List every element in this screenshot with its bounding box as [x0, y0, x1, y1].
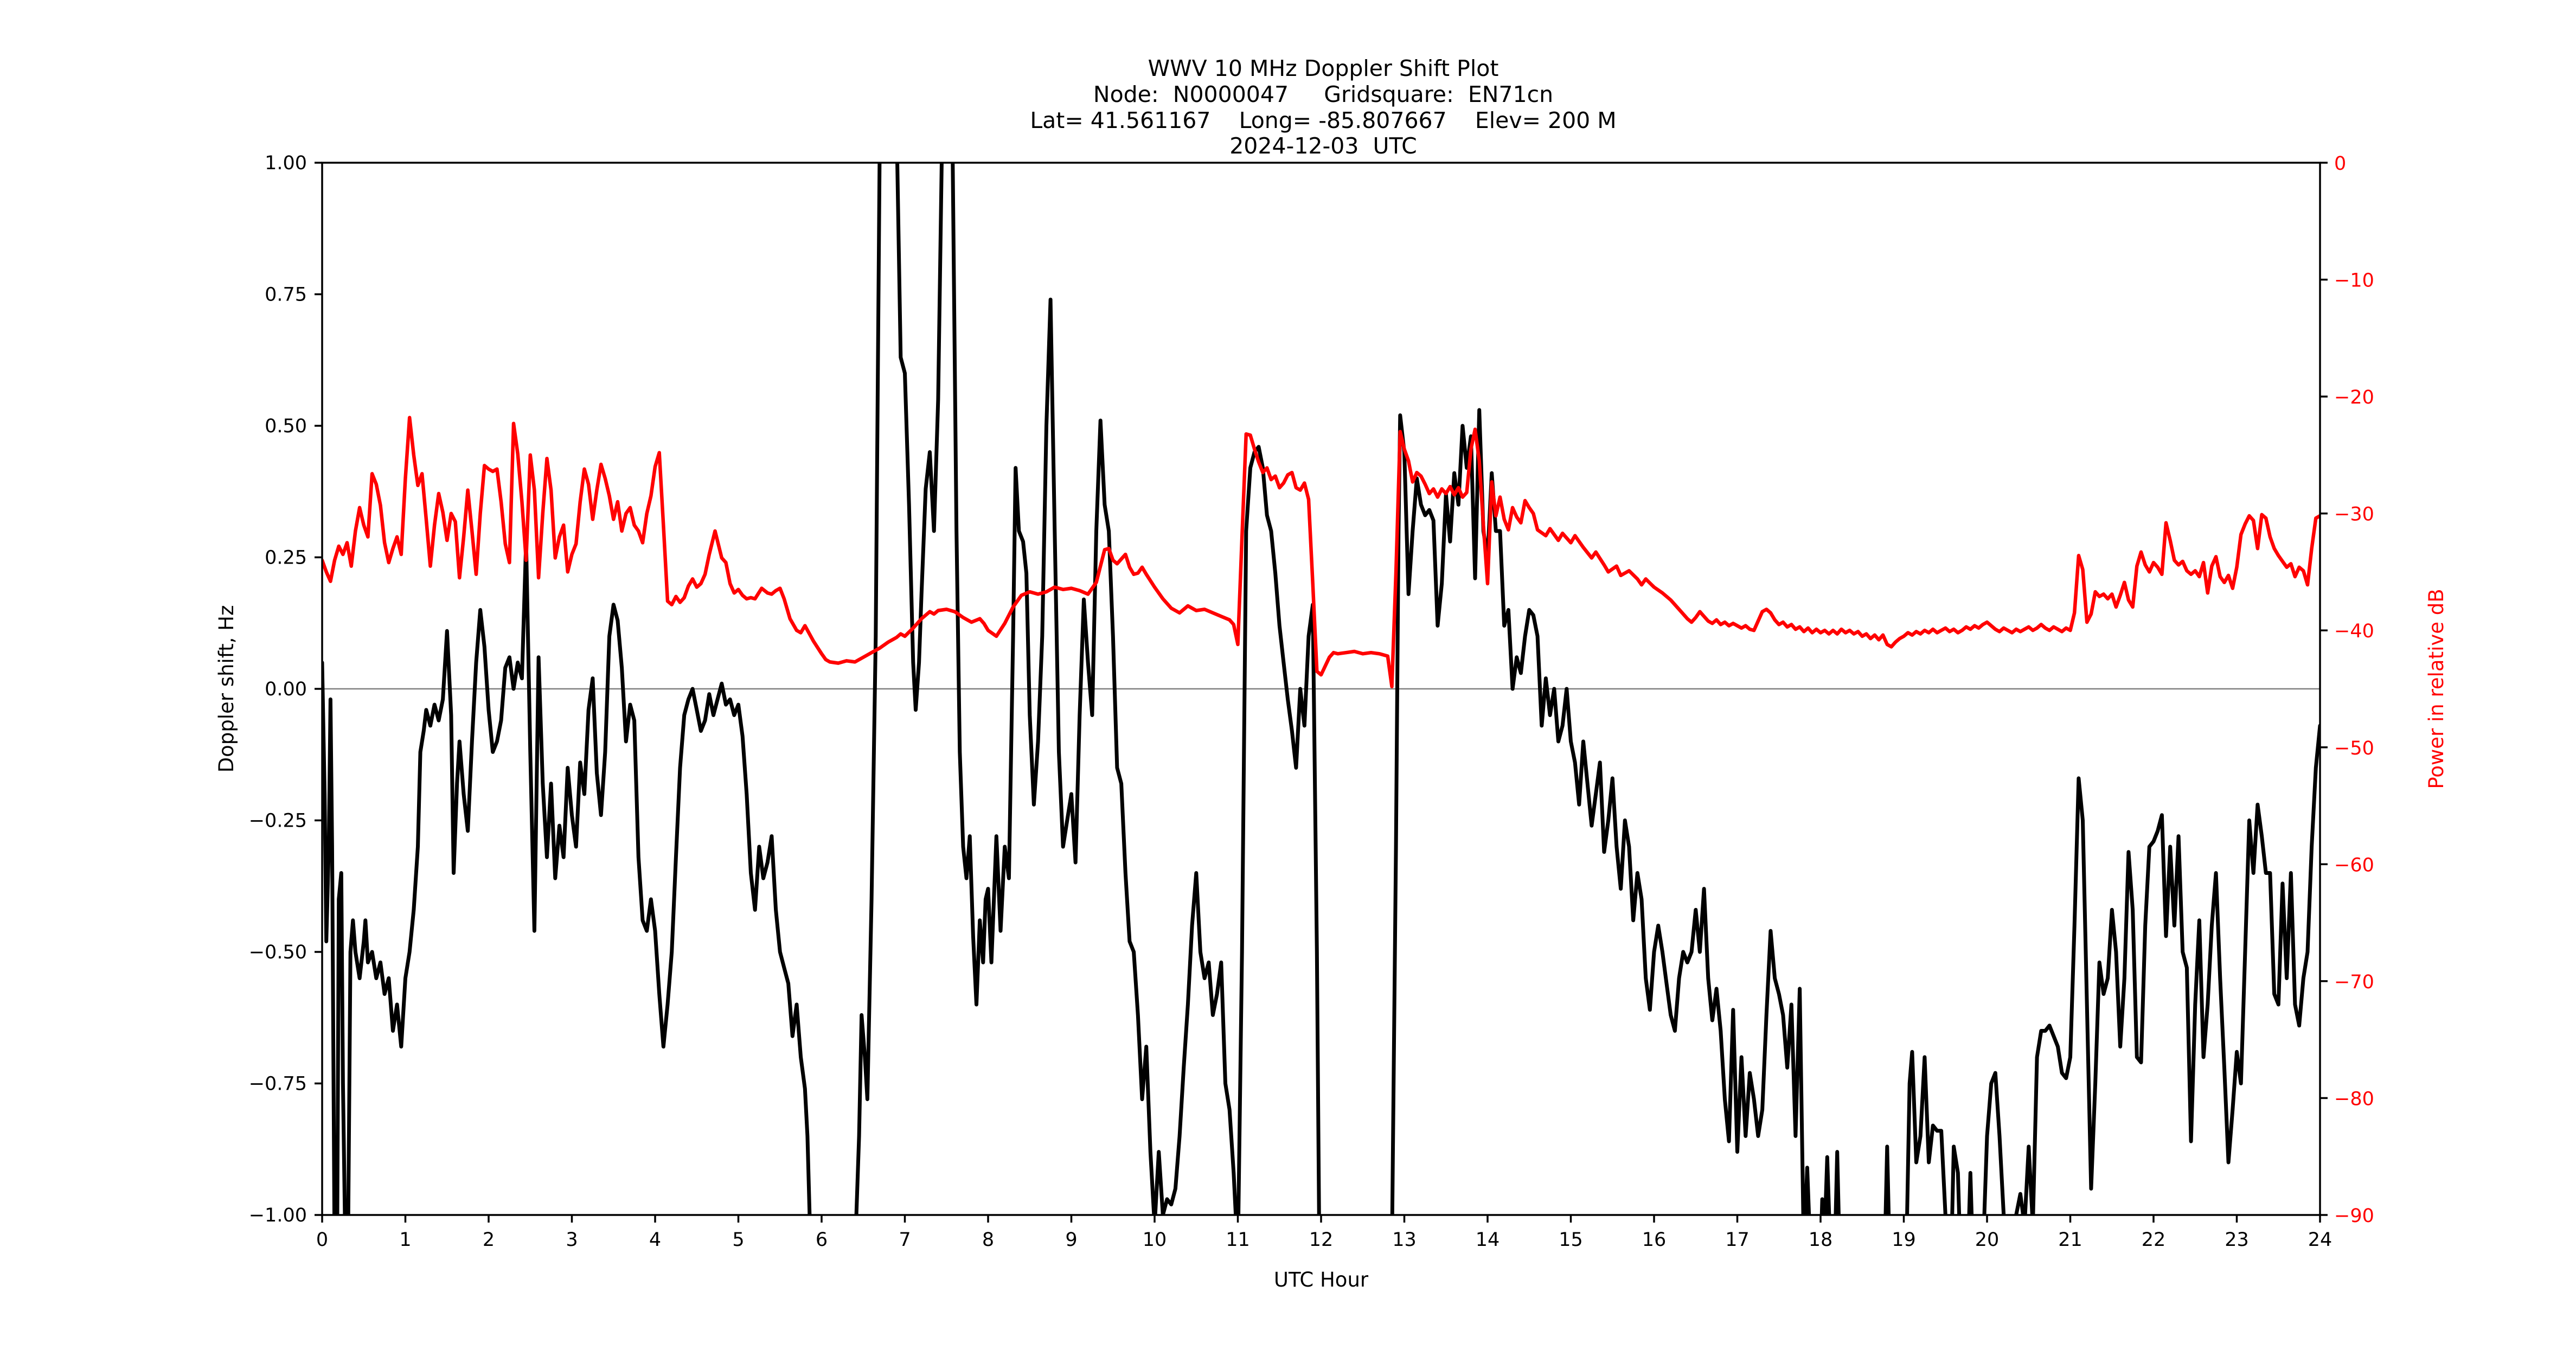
- plot-title: WWV 10 MHz Doppler Shift Plot: [1148, 55, 1499, 81]
- y-left-tick-label: −0.50: [249, 942, 307, 963]
- x-tick-label: 15: [1559, 1229, 1583, 1251]
- x-tick-label: 17: [1725, 1229, 1750, 1251]
- y-right-tick-label: −20: [2334, 387, 2374, 408]
- x-tick-label: 8: [982, 1229, 994, 1251]
- y-right-tick-label: −60: [2334, 854, 2374, 876]
- x-tick-label: 9: [1065, 1229, 1077, 1251]
- x-tick-label: 18: [1809, 1229, 1833, 1251]
- x-tick-label: 6: [816, 1229, 828, 1251]
- x-tick-label: 3: [566, 1229, 578, 1251]
- plot-subtitle-date: 2024-12-03 UTC: [1229, 133, 1417, 159]
- x-tick-label: 2: [483, 1229, 495, 1251]
- y-right-tick-label: 0: [2334, 153, 2346, 175]
- x-tick-label: 1: [399, 1229, 411, 1251]
- x-tick-label: 24: [2308, 1229, 2333, 1251]
- ticks-layer: 0 1 2 3 4 5 6 7 8 9 10 11 12 13 14 15 16 17 18 19 20 21 22 23 24…: [249, 152, 2374, 1251]
- power-series-line: [322, 415, 2320, 688]
- y-right-tick-label: −80: [2334, 1088, 2374, 1110]
- y-right-tick-label: −70: [2334, 971, 2374, 993]
- x-tick-label: 7: [899, 1229, 911, 1251]
- x-tick-label: 22: [2142, 1229, 2166, 1251]
- x-tick-label: 12: [1309, 1229, 1334, 1251]
- x-tick-label: 23: [2225, 1229, 2249, 1251]
- y-right-tick-label: −10: [2334, 270, 2374, 292]
- y-left-tick-label: 0.75: [265, 284, 307, 306]
- y-axis-label-left: Doppler shift, Hz: [215, 605, 238, 773]
- y-axis-label-right: Power in relative dB: [2425, 589, 2448, 789]
- y-left-tick-label: −0.75: [249, 1073, 307, 1095]
- y-left-tick-label: 0.00: [265, 679, 307, 700]
- x-tick-label: 13: [1392, 1229, 1417, 1251]
- x-tick-label: 10: [1143, 1229, 1167, 1251]
- y-right-tick-label: −30: [2334, 504, 2374, 526]
- y-left-tick-label: −0.25: [249, 810, 307, 832]
- plot-subtitle-node-gridsquare: Node: N0000047 Gridsquare: EN71cn: [1093, 81, 1553, 107]
- x-tick-label: 20: [1975, 1229, 2000, 1251]
- y-left-tick-label: 0.25: [265, 547, 307, 569]
- y-left-tick-label: 1.00: [265, 152, 307, 174]
- y-left-tick-label: −1.00: [249, 1205, 307, 1226]
- x-tick-label: 0: [316, 1229, 328, 1251]
- x-tick-label: 14: [1476, 1229, 1500, 1251]
- y-left-tick-label: 0.50: [265, 415, 307, 437]
- y-right-tick-label: −40: [2334, 621, 2374, 642]
- plot-subtitle-lat-long-elev: Lat= 41.561167 Long= -85.807667 Elev= 20…: [1030, 107, 1616, 133]
- x-tick-label: 21: [2058, 1229, 2082, 1251]
- y-right-tick-label: −50: [2334, 738, 2374, 759]
- x-axis-label: UTC Hour: [1274, 1268, 1369, 1291]
- x-tick-label: 16: [1642, 1229, 1667, 1251]
- x-tick-label: 11: [1226, 1229, 1250, 1251]
- x-tick-label: 5: [732, 1229, 744, 1251]
- y-right-tick-label: −90: [2334, 1205, 2374, 1227]
- x-tick-label: 4: [649, 1229, 661, 1251]
- x-tick-label: 19: [1892, 1229, 1916, 1251]
- plot-content: [322, 163, 2320, 1215]
